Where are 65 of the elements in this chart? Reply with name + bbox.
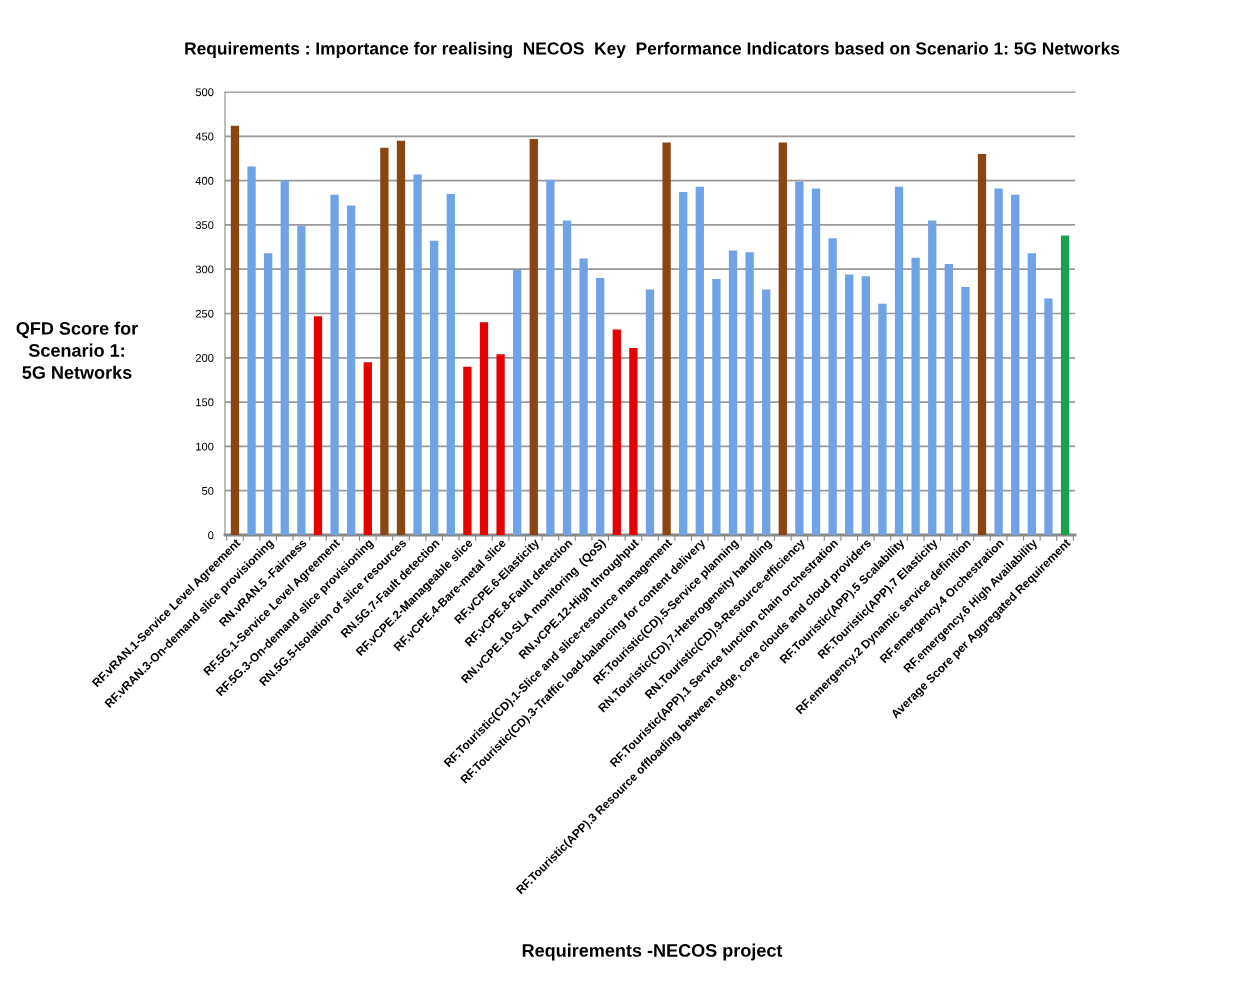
bar	[1044, 298, 1053, 535]
y-tick-label: 0	[208, 531, 214, 540]
bar	[629, 348, 638, 535]
bar	[612, 329, 621, 535]
bar	[280, 180, 289, 535]
chart-title: Requirements : Importance for realising NECOS Key Performance Indicators based on Scenario 1: 5G Networks	[185, 41, 1120, 59]
y-tick-label: 100	[196, 442, 214, 451]
bar	[330, 194, 339, 535]
bar	[1011, 194, 1020, 535]
y-tick-label: 200	[195, 354, 214, 362]
bar	[1060, 235, 1070, 535]
bar	[513, 270, 522, 535]
bar	[546, 179, 555, 535]
y-tick-label: 300	[195, 265, 214, 274]
bar	[994, 188, 1003, 535]
bar	[745, 252, 754, 535]
bar	[562, 220, 572, 535]
y-axis-title: QFD Score for Scenario 1: 5G Networks	[16, 321, 138, 379]
bar	[795, 181, 804, 535]
y-tick-label: 350	[195, 221, 214, 230]
bar	[679, 192, 688, 535]
bar	[297, 225, 306, 535]
bar	[911, 257, 920, 535]
bar	[496, 354, 505, 535]
bar	[1027, 253, 1036, 535]
bar	[230, 125, 240, 535]
y-tick-label: 400	[195, 176, 214, 185]
bar	[579, 258, 588, 535]
bar	[363, 362, 372, 535]
bar	[762, 289, 771, 535]
bar	[347, 205, 356, 535]
y-tick-label: 250	[195, 309, 214, 318]
bar	[861, 276, 870, 535]
bar	[928, 220, 937, 535]
bar	[446, 193, 455, 535]
bar	[845, 274, 854, 535]
bar	[961, 286, 970, 535]
bar	[247, 166, 256, 535]
bar	[463, 366, 472, 535]
y-tick-label: 50	[201, 486, 214, 495]
bar	[894, 186, 904, 535]
bar	[944, 263, 953, 535]
bar	[712, 278, 721, 535]
bar	[811, 188, 821, 535]
bar	[313, 316, 323, 535]
y-tick-label: 150	[196, 398, 214, 407]
bar	[645, 289, 655, 535]
bar	[596, 278, 605, 535]
bar	[878, 303, 887, 535]
bar	[430, 240, 439, 535]
x-axis-title: Requirements -NECOS project	[522, 943, 783, 961]
bar	[479, 322, 489, 535]
bar	[380, 147, 389, 535]
bar	[977, 154, 987, 535]
bar	[264, 253, 273, 535]
bar	[413, 174, 422, 535]
y-tick-label: 450	[195, 132, 214, 141]
bar	[662, 142, 671, 535]
bar	[529, 138, 538, 535]
bar	[396, 140, 406, 535]
bar	[728, 250, 738, 535]
bar	[828, 238, 837, 535]
bar	[778, 142, 787, 535]
bar	[695, 186, 704, 535]
y-tick-label: 500	[195, 88, 214, 97]
